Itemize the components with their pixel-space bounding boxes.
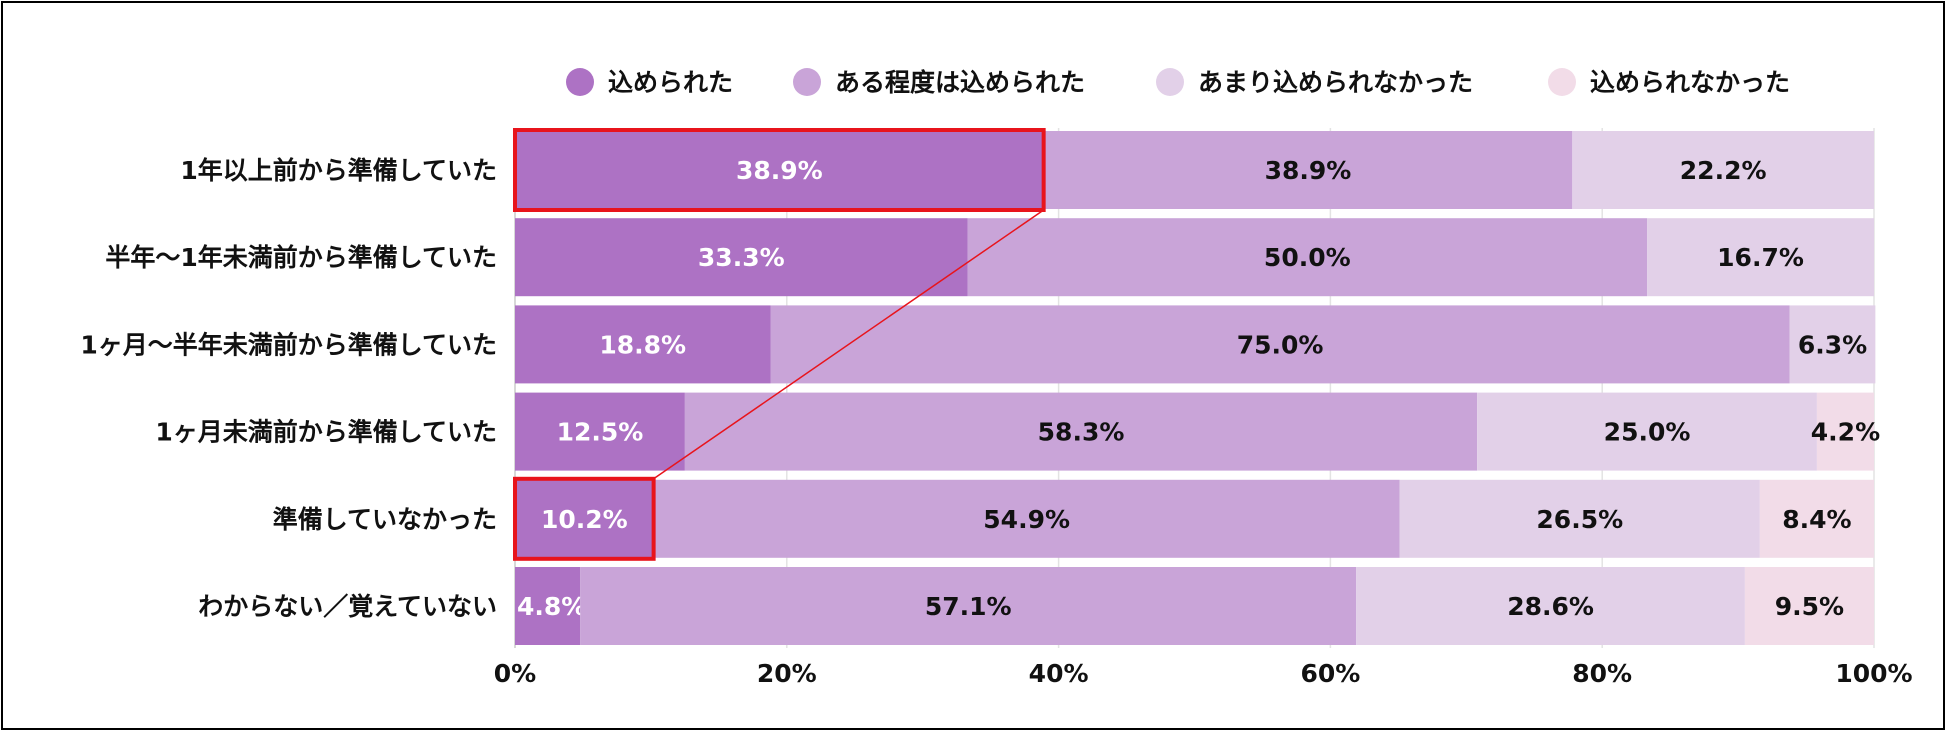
data-label: 12.5% <box>557 418 644 447</box>
bar-segment <box>1477 392 1817 471</box>
bar-segment <box>653 479 1400 558</box>
data-label: 50.0% <box>1264 243 1351 272</box>
legend-label: 込められた <box>608 68 733 97</box>
legend-label: 込められなかった <box>1590 68 1790 97</box>
data-label: 18.8% <box>599 330 686 359</box>
data-label: 4.2% <box>1811 418 1880 447</box>
bar-segment <box>1572 131 1874 209</box>
data-label: 25.0% <box>1604 418 1691 447</box>
data-label: 38.9% <box>1265 156 1352 185</box>
bar-segment <box>1356 567 1745 645</box>
data-label: 75.0% <box>1237 330 1324 359</box>
x-tick-label: 40% <box>1029 659 1089 688</box>
x-tick-label: 20% <box>757 659 817 688</box>
category-label: 1ヶ月未満前から準備していた <box>155 418 497 447</box>
data-label: 10.2% <box>541 505 628 534</box>
data-label: 8.4% <box>1782 505 1851 534</box>
bar-segment <box>1789 305 1876 384</box>
bar-segment <box>515 479 654 558</box>
data-label: 16.7% <box>1717 243 1804 272</box>
bars: 38.9% 38.9% 22.2% 33.3% 50.0% 16.7% 18.8% 75.0%… <box>515 131 1880 645</box>
data-label: 38.9% <box>736 156 823 185</box>
bar-segment <box>515 305 771 384</box>
data-label: 22.2% <box>1680 156 1767 185</box>
legend-marker <box>1548 68 1576 96</box>
highlight <box>513 128 1046 561</box>
bar-segment <box>1816 392 1874 471</box>
x-tick-label: 80% <box>1572 659 1632 688</box>
data-label: 6.3% <box>1798 330 1867 359</box>
legend-marker <box>793 68 821 96</box>
highlight-box <box>513 476 656 561</box>
data-label: 54.9% <box>983 505 1070 534</box>
data-label: 4.8% <box>517 592 586 621</box>
bar-segment <box>1043 131 1573 209</box>
data-label: 9.5% <box>1775 592 1844 621</box>
bar-segment <box>580 567 1357 645</box>
highlight-connector <box>653 209 1045 480</box>
x-tick-label: 100% <box>1835 659 1912 688</box>
data-label: 28.6% <box>1507 592 1594 621</box>
data-label: 33.3% <box>698 243 785 272</box>
legend-label: あまり込められなかった <box>1198 68 1473 97</box>
x-tick-label: 60% <box>1300 659 1360 688</box>
bar-segment <box>515 392 685 471</box>
bar-segment <box>684 392 1478 471</box>
legend-label: ある程度は込められた <box>835 68 1085 97</box>
legend: 込められた ある程度は込められた あまり込められなかった 込められなかった <box>566 68 1790 97</box>
bar-segment <box>515 131 1044 209</box>
category-label: 準備していなかった <box>273 505 497 534</box>
legend-marker <box>566 68 594 96</box>
bar-segment <box>1744 567 1874 645</box>
bar-segment <box>515 567 581 645</box>
data-label: 26.5% <box>1536 505 1623 534</box>
x-tick-label: 0% <box>494 659 536 688</box>
bar-segment <box>1399 479 1760 558</box>
bar-segment <box>515 218 968 297</box>
legend-marker <box>1156 68 1184 96</box>
category-label: わからない／覚えていない <box>198 592 497 621</box>
category-label: 1年以上前から準備していた <box>180 156 497 185</box>
category-label: 半年～1年未満前から準備していた <box>105 243 497 272</box>
bar-segment <box>1759 479 1874 558</box>
highlight-box <box>513 128 1046 212</box>
category-label: 1ヶ月～半年未満前から準備していた <box>80 330 497 359</box>
data-label: 58.3% <box>1038 418 1125 447</box>
data-label: 57.1% <box>925 592 1012 621</box>
bar-segment <box>967 218 1648 297</box>
bar-segment <box>770 305 1790 384</box>
bar-segment <box>1647 218 1874 297</box>
